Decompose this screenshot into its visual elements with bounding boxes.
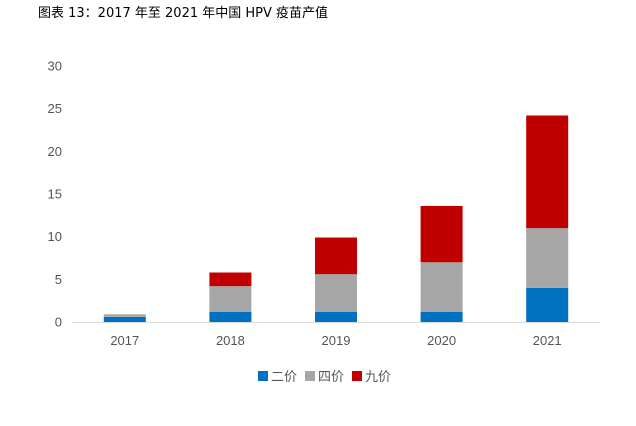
y-tick-label: 5 [55,272,62,287]
legend-label: 九价 [365,370,392,385]
x-tick-label: 2020 [427,333,456,348]
legend-swatch [258,370,268,381]
y-tick-label: 0 [55,315,62,330]
bar-segment [209,286,252,312]
bar-segment [315,274,357,312]
x-tick-label: 2021 [533,333,562,348]
y-tick-label: 10 [48,229,62,244]
bar-segment [209,311,252,322]
bar-segment [526,287,569,322]
x-tick-label: 2018 [216,333,245,348]
bar-segment [420,262,463,312]
legend-item-nonavalent: 九价 [352,366,391,385]
bar-segment [526,115,569,229]
bar-segment [526,228,569,288]
bar-segment [103,314,146,317]
y-axis-ticks: 0 5 10 15 20 25 30 [48,59,62,330]
legend-swatch [305,370,316,381]
legend-item-quadrivalent: 四价 [305,366,344,385]
legend: 二价 四价 九价 [258,366,391,385]
y-tick-label: 25 [48,101,62,116]
legend-item-bivalent: 二价 [258,366,297,385]
bar-segment [315,237,357,275]
x-tick-label: 2017 [110,333,139,348]
bar-segment [209,272,252,287]
bars [103,115,569,322]
y-tick-label: 30 [48,59,62,74]
bar-segment [315,311,357,322]
figure-title: 图表 13：2017 年至 2021 年中国 HPV 疫苗产值 [38,6,329,21]
legend-label: 四价 [318,370,345,385]
bar-segment [420,205,463,263]
legend-swatch [352,370,363,381]
bar-segment [420,311,463,322]
y-tick-label: 15 [48,187,62,202]
bar-segment [103,316,146,322]
legend-label: 二价 [271,370,298,385]
x-tick-label: 2019 [322,333,351,348]
y-tick-label: 20 [48,144,62,159]
x-axis-ticks: 2017 2018 2019 2020 2021 [110,333,561,348]
